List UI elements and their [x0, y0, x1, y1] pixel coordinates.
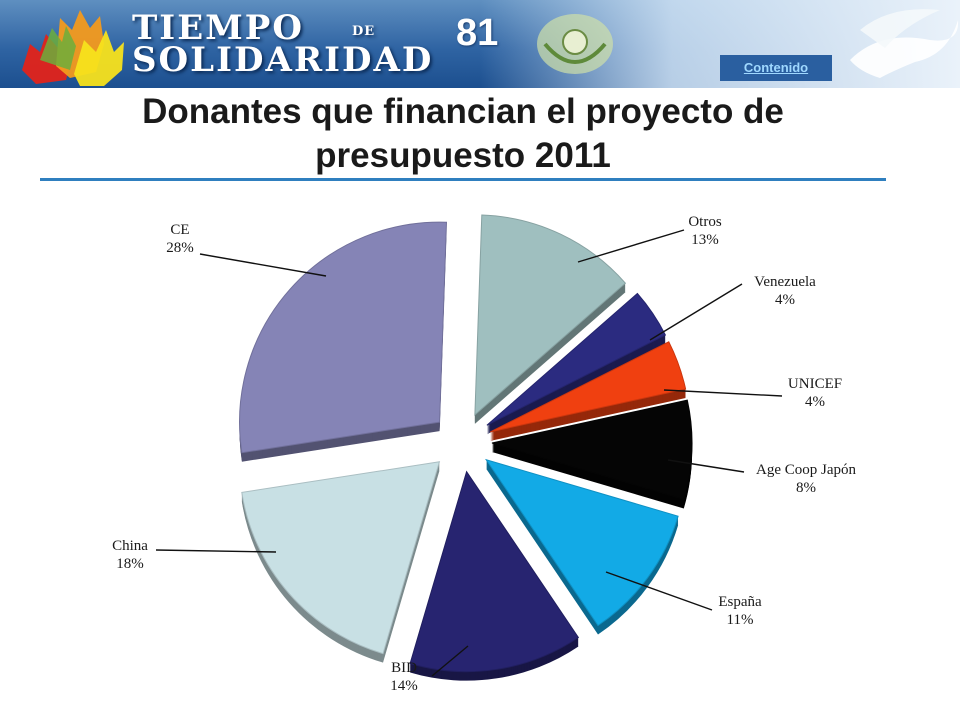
header-banner: TIEMPO DE SOLIDARIDAD 81 Contenido — [0, 0, 960, 88]
contenido-link[interactable]: Contenido — [720, 55, 832, 81]
pie-slice-espa-a — [485, 458, 679, 635]
pie-slice-venezuela — [486, 292, 667, 435]
leader-line-age-coop-jap-n — [667, 459, 745, 473]
logo-small-text: DE — [352, 24, 376, 39]
pie-slice-bid — [409, 470, 580, 681]
logo-line1: TIEMPO — [132, 8, 304, 48]
slice-value-bid: 14% — [390, 678, 418, 694]
leader-line-espa-a — [605, 571, 713, 611]
pie-slice-unicef — [490, 341, 687, 441]
leader-line-venezuela — [649, 283, 743, 341]
leader-line-ce — [199, 253, 327, 277]
pie-slice-otros — [474, 214, 627, 424]
slice-label-ce: CE — [170, 222, 189, 238]
slice-label-bid: BID — [391, 660, 417, 676]
slice-value-otros: 13% — [691, 232, 719, 248]
slice-label-espa-a: España — [718, 594, 762, 610]
leader-line-unicef — [663, 389, 783, 397]
logo-line2: SOLIDARIDAD — [132, 40, 434, 80]
slide-number: 81 — [456, 12, 499, 54]
slice-label-age-coop-jap-n: Age Coop Japón — [756, 462, 856, 478]
pie-slice-ce — [239, 221, 448, 462]
slice-value-venezuela: 4% — [775, 292, 795, 308]
dove-icon — [850, 9, 959, 78]
banner-graphics — [22, 9, 959, 86]
slice-label-otros: Otros — [688, 214, 721, 230]
emblem-icon — [537, 14, 613, 74]
slice-label-venezuela: Venezuela — [754, 274, 816, 290]
slice-value-espa-a: 11% — [727, 612, 754, 628]
slice-label-china: China — [112, 538, 148, 554]
pie-slice-china — [241, 461, 441, 663]
leader-line-china — [155, 549, 277, 553]
page-title: Donantes que financian el proyecto de pr… — [142, 92, 784, 175]
slice-value-china: 18% — [116, 556, 144, 572]
hands-logo-icon — [22, 10, 124, 86]
title-divider — [40, 178, 886, 181]
leader-line-otros — [577, 229, 685, 263]
slice-value-age-coop-jap-n: 8% — [796, 480, 816, 496]
leader-line-bid — [431, 645, 469, 677]
slice-label-unicef: UNICEF — [788, 376, 842, 392]
slice-value-unicef: 4% — [805, 394, 825, 410]
pie-slice-age-coop-jap-n — [491, 399, 693, 509]
slice-value-ce: 28% — [166, 240, 194, 256]
pie-chart: Otros 13% Venezuela 4% UNICEF 4% Age Coop Japó… — [112, 214, 856, 694]
